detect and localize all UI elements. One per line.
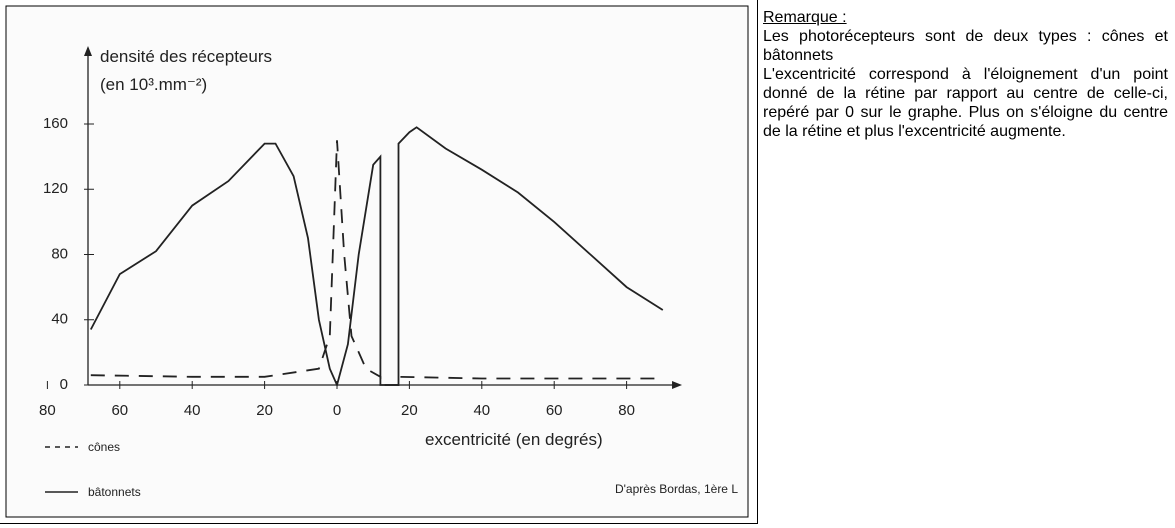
chart: densité des récepteurs (en 10³.mm⁻²) exc… [5,5,749,518]
y-axis-arrow [84,46,92,56]
source: D'après Bordas, 1ère L [615,482,738,496]
y-tick-label: 160 [43,115,68,132]
y-tick-label: 80 [51,245,68,262]
figure-frame [5,5,749,518]
figure-cell: densité des récepteurs (en 10³.mm⁻²) exc… [0,0,758,524]
x-axis-label: excentricité (en degrés) [425,430,603,449]
y-tick-label: 40 [51,311,68,328]
chart-title: densité des récepteurs [100,47,272,66]
series-line [90,140,656,386]
x-tick-label: 40 [473,402,490,419]
remark-paragraph: L'excentricité correspond à l'éloignemen… [763,66,1168,140]
x-tick-label: 60 [111,402,128,419]
legend-label: cônes [88,440,120,454]
x-axis-arrow [672,381,683,389]
y-tick-label: 120 [43,180,68,197]
remark-paragraph: Les photorécepteurs sont de deux types :… [763,28,1168,64]
x-tick-label: 60 [546,402,563,419]
x-tick-label: 20 [401,402,418,419]
x-tick-label: 40 [184,402,201,419]
x-tick-label: 20 [256,402,273,419]
chart-subtitle: (en 10³.mm⁻²) [100,75,207,94]
x-tick-label: 0 [333,402,341,419]
remark-title: Remarque : [763,9,847,26]
y-tick-label: 0 [60,376,68,393]
x-tick-label: 80 [618,402,635,419]
remark: Remarque : Les photorécepteurs sont de d… [763,8,1168,141]
x-tick-label: 80 [39,402,56,419]
series-line [90,126,664,388]
legend-label: bâtonnets [88,485,141,499]
